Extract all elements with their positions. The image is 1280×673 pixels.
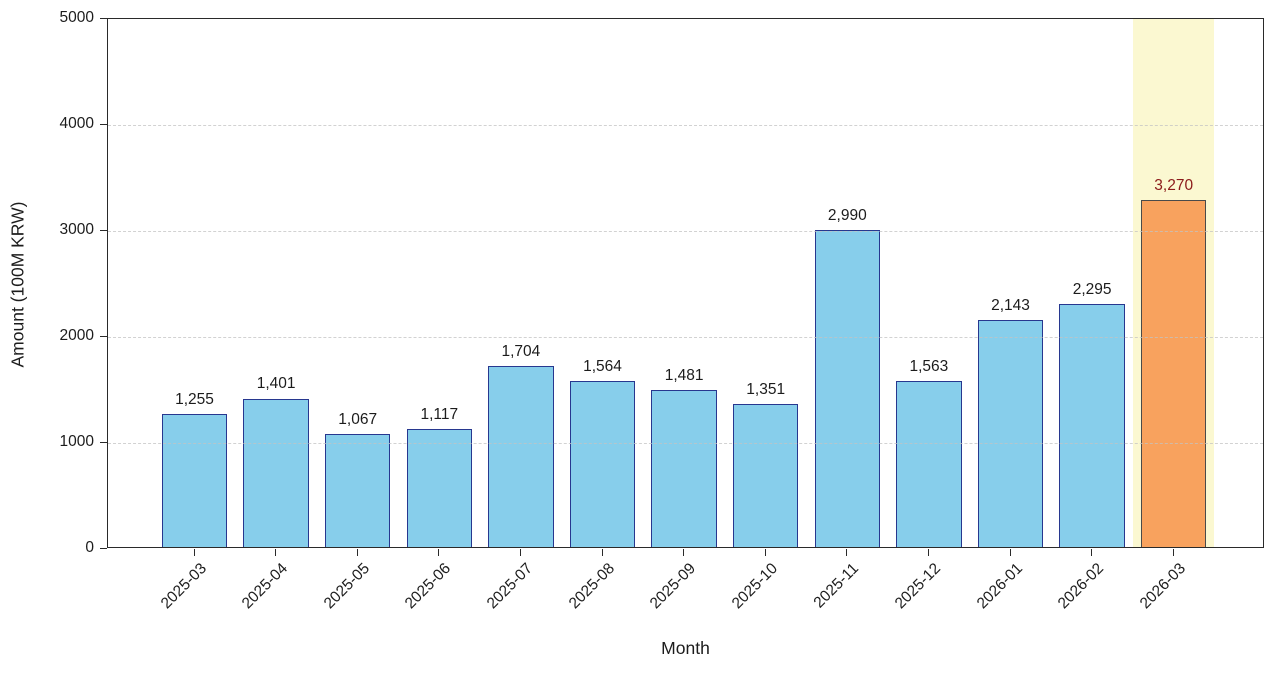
x-tick-label-2025-03: 2025-03 (157, 560, 210, 613)
x-tick-mark (683, 549, 685, 556)
y-tick-label: 2000 (59, 327, 94, 344)
x-tick-label-2025-09: 2025-09 (646, 560, 700, 613)
bar-2025-05 (324, 433, 391, 547)
y-tick-mark (100, 18, 107, 19)
y-tick-label: 5000 (59, 9, 94, 26)
x-tick-mark (601, 549, 603, 556)
bar-value-label: 2,990 (827, 207, 867, 225)
bar-value-label: 1,563 (909, 358, 949, 376)
bar-2025-08 (569, 381, 636, 547)
y-tick-label: 0 (85, 539, 94, 556)
x-tick-label-2025-12: 2025-12 (891, 560, 944, 613)
x-tick-label-2026-01: 2026-01 (973, 560, 1026, 613)
y-tick-mark (100, 548, 107, 549)
x-tick-mark (275, 549, 277, 556)
y-tick-mark (100, 230, 107, 231)
x-tick-label-2025-07: 2025-07 (483, 560, 536, 613)
x-tick-label-2025-11: 2025-11 (810, 560, 863, 612)
gridline-y-3000 (108, 231, 1263, 232)
x-tick-mark (927, 549, 929, 556)
x-tick-mark (1091, 549, 1093, 556)
y-tick-label: 1000 (59, 433, 94, 450)
x-tick-label-2025-08: 2025-08 (565, 560, 618, 613)
plot-area: 1,255 1,401 1,067 1,117 1,704 1,564 1,481 1,351… (107, 18, 1264, 548)
bar-value-label: 2,295 (1072, 280, 1112, 298)
y-tick-label: 4000 (59, 115, 94, 132)
x-tick-label-2025-04: 2025-04 (238, 560, 292, 613)
y-axis-title: Amount (100M KRW) (7, 201, 28, 368)
bar-2025-04 (243, 398, 309, 547)
x-tick-label-2026-02: 2026-02 (1054, 560, 1108, 613)
bar-2025-06 (406, 428, 473, 547)
bar-2025-07 (488, 366, 554, 547)
x-tick-mark (519, 549, 521, 556)
bar-highlight-2026-03 (1140, 200, 1207, 547)
bar-value-label: 1,704 (501, 343, 541, 361)
y-tick-mark (100, 124, 107, 125)
y-tick-mark (100, 336, 107, 337)
y-tick-label: 3000 (59, 221, 94, 238)
x-axis-title: Month (661, 638, 710, 658)
x-tick-mark (846, 549, 848, 556)
bar-value-label: 1,067 (338, 410, 378, 428)
x-tick-mark (438, 549, 440, 556)
bar-value-label: 1,117 (420, 405, 459, 423)
x-tick-label-2025-10: 2025-10 (728, 560, 781, 613)
bar-2026-01 (977, 319, 1044, 547)
x-tick-mark (1009, 549, 1011, 556)
bar-value-label: 1,351 (746, 380, 786, 398)
bar-value-label: 1,255 (175, 390, 214, 408)
bar-value-label: 3,270 (1154, 177, 1194, 195)
bar-value-label: 1,401 (256, 375, 296, 393)
x-tick-mark (1172, 549, 1174, 556)
gridline-y-4000 (108, 125, 1263, 126)
x-tick-label-2026-03: 2026-03 (1136, 560, 1189, 613)
x-tick-mark (356, 549, 358, 556)
bar-2025-12 (896, 381, 962, 547)
x-tick-label-2025-05: 2025-05 (320, 560, 373, 613)
x-tick-label-2025-06: 2025-06 (402, 560, 455, 613)
bar-2025-10 (732, 403, 799, 547)
y-tick-mark (100, 442, 107, 443)
bar-value-label: 2,143 (991, 296, 1030, 314)
x-tick-mark (764, 549, 766, 556)
x-tick-mark (193, 549, 195, 556)
bar-value-label: 1,481 (664, 367, 704, 384)
bar-2025-03 (161, 413, 228, 547)
bar-2025-11 (814, 230, 881, 547)
bar-2025-09 (651, 390, 717, 547)
bar-value-label: 1,564 (583, 358, 622, 376)
bar-2026-02 (1059, 303, 1125, 547)
